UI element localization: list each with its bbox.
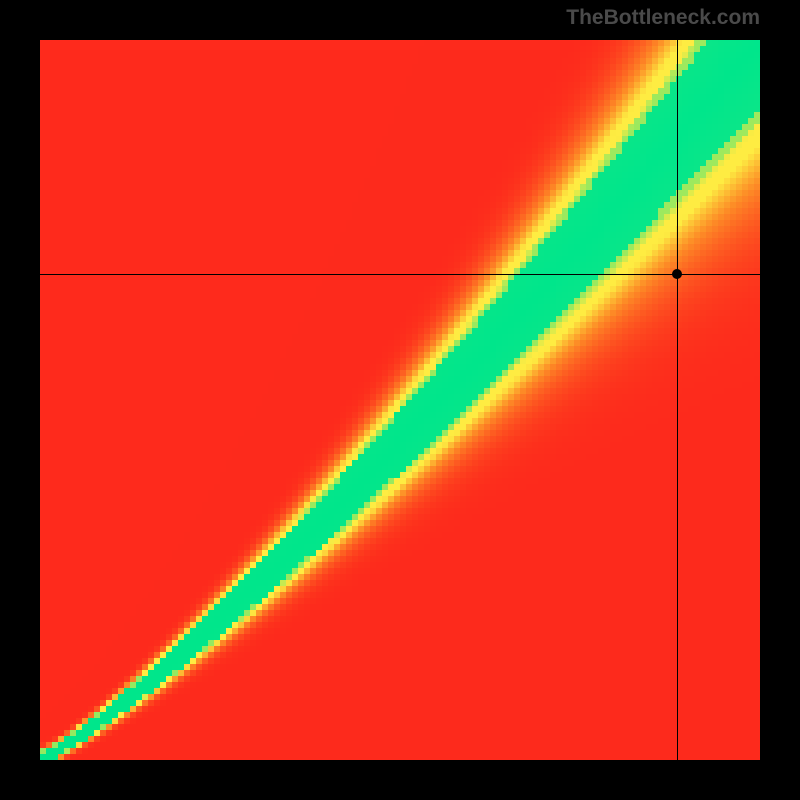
crosshair-marker-dot xyxy=(672,269,682,279)
crosshair-horizontal-line xyxy=(40,274,760,275)
bottleneck-heatmap xyxy=(40,40,760,760)
crosshair-vertical-line xyxy=(677,40,678,760)
heatmap-canvas xyxy=(40,40,760,760)
watermark-text: TheBottleneck.com xyxy=(566,6,760,30)
